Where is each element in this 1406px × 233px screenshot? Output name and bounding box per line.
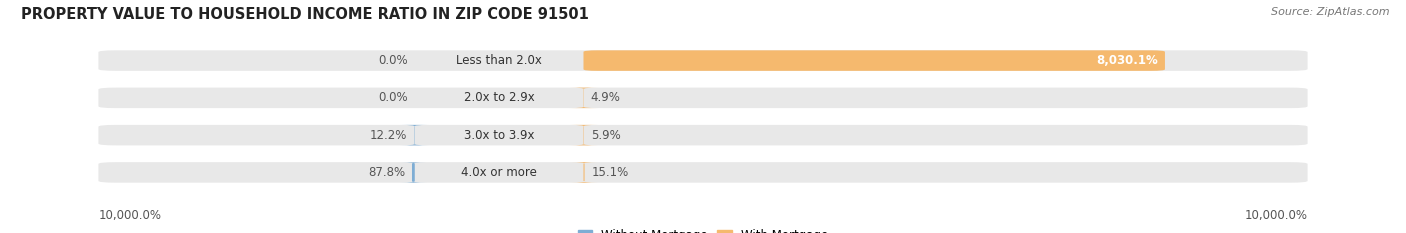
FancyBboxPatch shape (569, 88, 598, 108)
Legend: Without Mortgage, With Mortgage: Without Mortgage, With Mortgage (578, 229, 828, 233)
Text: 0.0%: 0.0% (378, 91, 408, 104)
Text: 4.9%: 4.9% (591, 91, 621, 104)
Text: 2.0x to 2.9x: 2.0x to 2.9x (464, 91, 534, 104)
FancyBboxPatch shape (569, 125, 598, 145)
FancyBboxPatch shape (98, 50, 1308, 71)
Text: 4.0x or more: 4.0x or more (461, 166, 537, 179)
FancyBboxPatch shape (98, 88, 1308, 108)
Text: 15.1%: 15.1% (592, 166, 628, 179)
FancyBboxPatch shape (98, 162, 1308, 183)
Text: PROPERTY VALUE TO HOUSEHOLD INCOME RATIO IN ZIP CODE 91501: PROPERTY VALUE TO HOUSEHOLD INCOME RATIO… (21, 7, 589, 22)
Text: Less than 2.0x: Less than 2.0x (456, 54, 543, 67)
Text: 3.0x to 3.9x: 3.0x to 3.9x (464, 129, 534, 142)
FancyBboxPatch shape (98, 125, 1308, 145)
Text: 12.2%: 12.2% (370, 129, 408, 142)
Text: 87.8%: 87.8% (368, 166, 405, 179)
Text: 10,000.0%: 10,000.0% (98, 209, 162, 222)
FancyBboxPatch shape (401, 125, 429, 145)
FancyBboxPatch shape (571, 162, 598, 183)
Text: 10,000.0%: 10,000.0% (1244, 209, 1308, 222)
Text: 0.0%: 0.0% (378, 54, 408, 67)
FancyBboxPatch shape (401, 162, 426, 183)
Text: 8,030.1%: 8,030.1% (1097, 54, 1159, 67)
Text: 5.9%: 5.9% (591, 129, 620, 142)
FancyBboxPatch shape (583, 50, 1166, 71)
Text: Source: ZipAtlas.com: Source: ZipAtlas.com (1271, 7, 1389, 17)
